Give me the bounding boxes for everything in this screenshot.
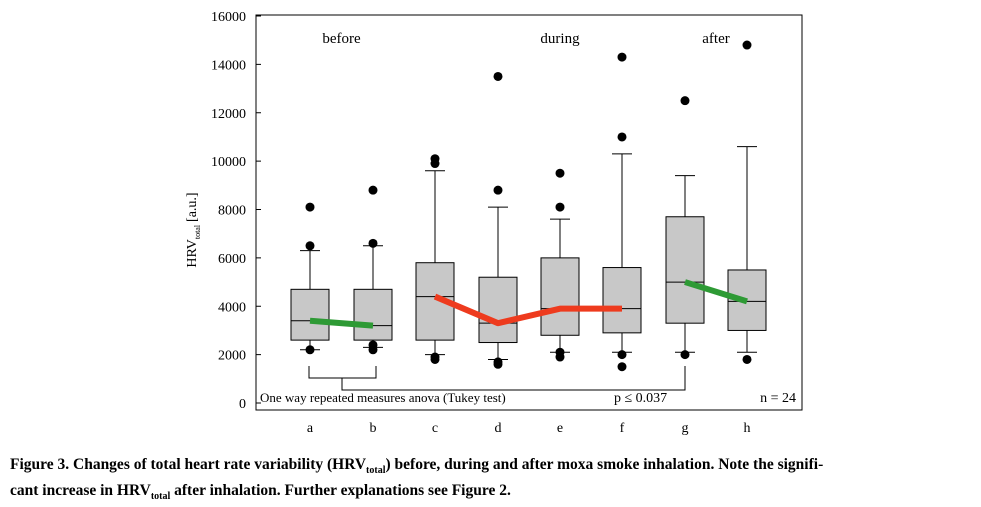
y-label-unit: [a.u.] <box>185 192 200 222</box>
annotation-group: One way repeated measures anova (Tukey t… <box>260 366 796 406</box>
box-rect <box>478 276 518 344</box>
x-tick-label: f <box>620 421 625 436</box>
group-label-during: during <box>540 31 580 47</box>
y-tick-label: 10000 <box>211 155 246 170</box>
outlier-point <box>493 357 503 367</box>
caption-sub-2: total <box>150 491 171 503</box>
y-axis-label: HRVtotal [a.u.] <box>185 192 202 267</box>
n-annotation: n = 24 <box>760 391 796 406</box>
y-label-sub: total <box>193 224 202 239</box>
box-d <box>478 71 518 369</box>
box-h <box>727 40 767 364</box>
y-tick-label: 12000 <box>211 107 246 122</box>
outlier-point <box>305 202 315 212</box>
y-tick-label: 16000 <box>211 10 246 25</box>
box-rect <box>665 216 705 324</box>
y-axis: 0 2000 4000 6000 8000 10000 12000 14000 16000 <box>211 10 261 412</box>
outlier-point <box>430 154 440 164</box>
box-rect <box>353 288 393 341</box>
outlier-point <box>742 354 752 364</box>
outlier-point <box>617 132 627 142</box>
outlier-point <box>493 185 503 195</box>
outlier-point <box>305 345 315 355</box>
x-tick-label: g <box>682 421 689 436</box>
outlier-point <box>305 241 315 251</box>
x-tick-label: h <box>744 421 751 436</box>
box-rect <box>540 257 580 336</box>
outlier-point <box>555 347 565 357</box>
test-annotation: One way repeated measures anova (Tukey t… <box>260 390 506 405</box>
box-f <box>602 52 642 372</box>
box-rect <box>602 267 642 334</box>
x-tick-label: b <box>370 421 377 436</box>
x-tick-label: e <box>557 421 563 436</box>
outlier-point <box>430 352 440 362</box>
outlier-point <box>555 202 565 212</box>
plot-frame <box>255 14 803 411</box>
box-c <box>415 154 455 364</box>
group-label-after: after <box>702 31 729 47</box>
outlier-point <box>368 340 378 350</box>
outlier-point <box>742 40 752 50</box>
y-tick-label: 0 <box>239 397 246 412</box>
box-rect <box>290 288 330 341</box>
y-label-main: HRV <box>185 239 200 267</box>
caption-part-3: cant increase in HRV <box>10 482 151 500</box>
y-tick-label: 6000 <box>218 252 246 267</box>
box-e <box>540 168 580 362</box>
caption-sub-1: total <box>366 465 386 477</box>
x-tick-labels: a b c d e f g h <box>307 421 751 436</box>
box-g <box>665 96 705 360</box>
outlier-point <box>680 96 690 106</box>
outlier-point <box>368 185 378 195</box>
x-tick-label: c <box>432 421 438 436</box>
y-tick-label: 2000 <box>218 349 246 364</box>
boxes-group <box>290 40 767 372</box>
outlier-point <box>555 168 565 178</box>
caption-part-4: after inhalation. Further explanations s… <box>170 482 511 500</box>
outlier-point <box>617 350 627 360</box>
figure-caption: Figure 3. Changes of total heart rate va… <box>10 455 975 507</box>
box-b <box>353 185 393 355</box>
median-lines-group <box>309 279 748 329</box>
outlier-point <box>617 362 627 372</box>
median-line-green <box>684 279 748 305</box>
group-label-before: before <box>322 31 361 47</box>
caption-part-2: ) before, during and after moxa smoke in… <box>385 456 824 473</box>
median-line-red <box>433 293 622 327</box>
caption-part-1: Figure 3. Changes of total heart rate va… <box>10 456 367 473</box>
outlier-point <box>493 71 503 81</box>
p-value-annotation: p ≤ 0.037 <box>614 391 667 406</box>
x-tick-label: d <box>495 421 502 436</box>
y-tick-label: 14000 <box>211 58 246 73</box>
group-labels: before during after <box>322 31 729 47</box>
outlier-point <box>680 350 690 360</box>
significance-bracket <box>308 366 686 391</box>
x-tick-label: a <box>307 421 314 436</box>
y-tick-label: 4000 <box>218 300 246 315</box>
median-line-green <box>309 317 374 329</box>
outlier-point <box>368 238 378 248</box>
box-a <box>290 202 330 355</box>
y-tick-label: 8000 <box>218 204 246 219</box>
outlier-point <box>617 52 627 62</box>
